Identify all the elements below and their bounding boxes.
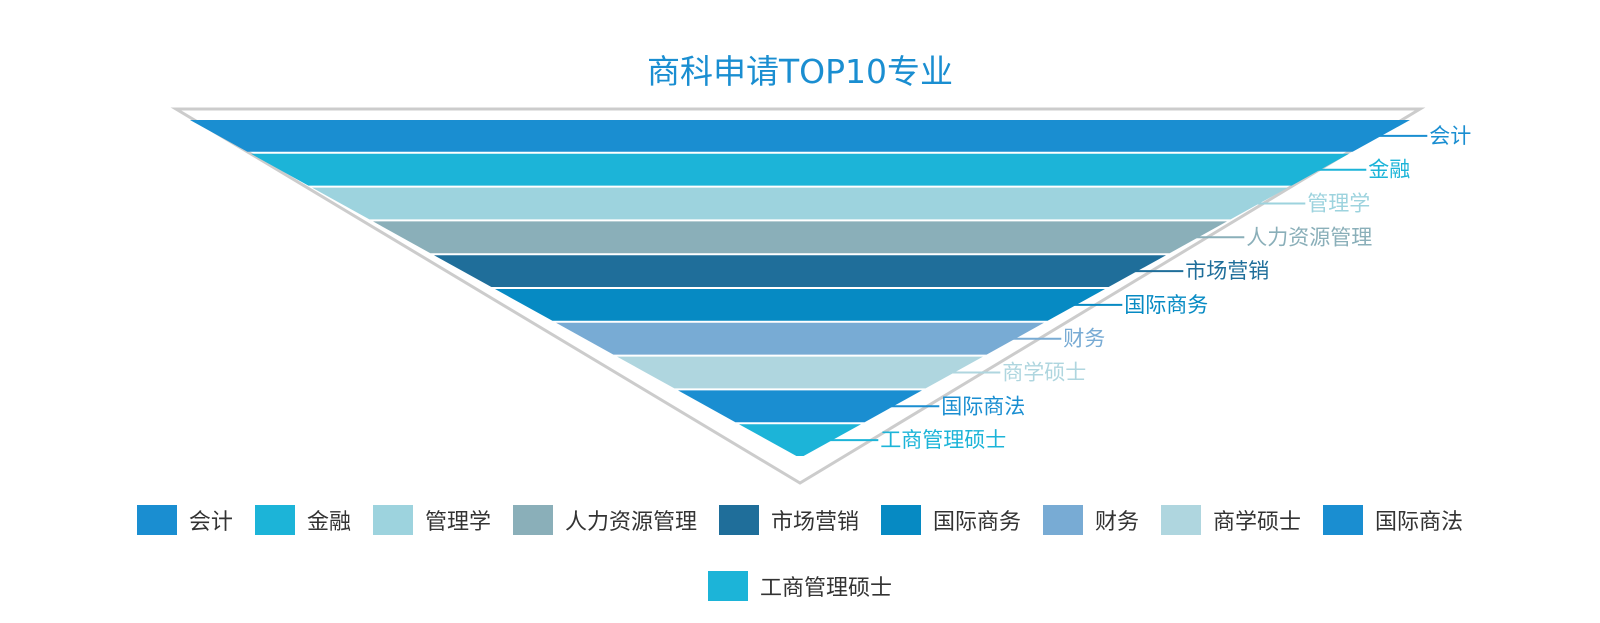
legend-swatch — [881, 505, 921, 535]
funnel-outline — [170, 107, 1426, 485]
segment-label-2: 金融 — [1368, 158, 1410, 182]
legend-label: 国际商法 — [1375, 510, 1464, 535]
segment-label-6: 国际商务 — [1124, 293, 1208, 317]
legend-swatch — [707, 571, 748, 601]
legend-swatch — [254, 505, 295, 535]
legend-swatch — [372, 505, 413, 535]
legend-swatch — [136, 505, 177, 535]
legend-swatch — [512, 505, 553, 535]
segment-label-7: 财务 — [1063, 327, 1105, 351]
legend-label: 管理学 — [424, 510, 491, 535]
legend-item[interactable]: 市场营销 — [718, 505, 859, 535]
segment-label-4: 人力资源管理 — [1246, 225, 1372, 249]
legend-item[interactable]: 人力资源管理 — [512, 505, 697, 535]
funnel-segment-6 — [495, 289, 1105, 321]
legend-label: 人力资源管理 — [564, 510, 697, 535]
segment-label-10: 工商管理硕士 — [880, 428, 1006, 452]
funnel-segment-4 — [373, 221, 1227, 254]
legend-label: 市场营销 — [770, 510, 859, 535]
funnel-segment-3 — [312, 187, 1288, 220]
legend-swatch — [1043, 505, 1084, 535]
leader-lines — [828, 134, 1428, 442]
legend-label: 会计 — [188, 510, 233, 535]
legend-item[interactable]: 国际商法 — [1323, 505, 1463, 535]
legend-label: 金融 — [306, 510, 351, 535]
legend-swatch — [718, 505, 759, 535]
legend-swatch — [1323, 505, 1364, 535]
legend-label: 工商管理硕士 — [759, 576, 892, 601]
legend-swatch — [1161, 505, 1202, 535]
funnel-chart: 商科申请TOP10专业 会计金融管理学人力资源管理市场营销国际商务财务商学硕士国… — [170, 52, 1471, 485]
funnel-segment-10 — [739, 424, 861, 456]
legend-label: 商学硕士 — [1213, 510, 1302, 535]
legend: 会计 金融 管理学 人力资源管理 市场营销 国际商务 财务 商学硕士 国际商法工商管理硕士 — [0, 505, 1600, 601]
legend-label: 国际商务 — [933, 510, 1022, 535]
segment-label-9: 国际商法 — [941, 394, 1025, 418]
segment-label-1: 会计 — [1429, 124, 1471, 148]
legend-item[interactable]: 商学硕士 — [1161, 505, 1301, 535]
legend-label: 财务 — [1095, 510, 1140, 535]
funnel-segment-1 — [190, 120, 1410, 152]
funnel-segment-8 — [617, 356, 983, 389]
legend-item[interactable]: 金融 — [254, 505, 351, 535]
funnel-segment-9 — [678, 390, 922, 423]
chart-title: 商科申请TOP10专业 — [647, 52, 953, 91]
funnel-segment-7 — [556, 322, 1044, 355]
legend-item[interactable]: 国际商务 — [881, 505, 1021, 535]
funnel-segment-5 — [434, 255, 1166, 287]
legend-item[interactable]: 财务 — [1043, 505, 1139, 535]
segment-label-5: 市场营销 — [1185, 259, 1269, 283]
legend-item[interactable]: 工商管理硕士 — [707, 571, 892, 601]
legend-item[interactable]: 会计 — [136, 505, 233, 535]
segment-label-3: 管理学 — [1307, 192, 1370, 216]
funnel-segments — [190, 120, 1410, 456]
segment-label-8: 商学硕士 — [1002, 361, 1086, 385]
funnel-segment-2 — [251, 153, 1349, 186]
legend-item[interactable]: 管理学 — [372, 505, 491, 535]
